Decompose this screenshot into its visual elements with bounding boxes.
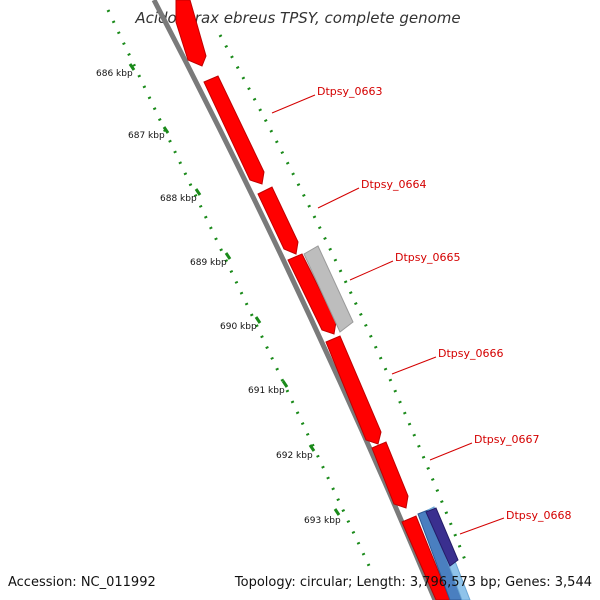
ruler-label: 690 kbp: [220, 322, 257, 332]
ruler-label: 692 kbp: [276, 451, 313, 461]
leader-line: [349, 260, 394, 281]
accession-text: Accession: NC_011992: [8, 575, 156, 590]
genome-backbone: [151, 0, 438, 600]
gene-label[interactable]: Dtpsy_0664: [361, 178, 427, 191]
ruler-label: 693 kbp: [304, 516, 341, 526]
ruler-label: 687 kbp: [128, 131, 165, 141]
cds-arrow: [325, 335, 382, 445]
ruler-ticks: [128, 63, 341, 516]
ruler-label: 689 kbp: [190, 258, 227, 268]
leader-line: [429, 442, 473, 461]
gene-label[interactable]: Dtpsy_0665: [395, 251, 461, 264]
cds-arrow: [401, 515, 451, 600]
cds-arrow: [203, 75, 265, 185]
leader-line: [459, 517, 505, 535]
cds-track: [175, 0, 451, 600]
ruler-tick: [308, 444, 316, 452]
ruler-tick: [128, 63, 136, 71]
leader-line: [317, 187, 360, 209]
ruler-label: 688 kbp: [160, 194, 197, 204]
outer-dotted-track: [218, 34, 467, 561]
ruler-tick: [254, 316, 262, 324]
cds-arrow: [371, 441, 409, 509]
ruler-label: 691 kbp: [248, 386, 285, 396]
cds-arrow: [257, 186, 299, 255]
map-title: Acidovorax ebreus TPSY, complete genome: [134, 9, 460, 27]
gene-label[interactable]: Dtpsy_0668: [506, 509, 572, 522]
genome-summary-text: Topology: circular; Length: 3,796,573 bp…: [234, 575, 592, 590]
gene-label-leaders: [271, 94, 505, 535]
leader-line: [391, 356, 437, 375]
ruler-tick: [333, 508, 341, 516]
gene-label[interactable]: Dtpsy_0667: [474, 433, 540, 446]
ruler-tick: [224, 252, 232, 260]
gray-feature: [303, 245, 354, 333]
ruler-tick: [194, 188, 202, 196]
purple-feature: [425, 507, 459, 567]
ruler-tick: [281, 380, 289, 388]
ruler-label: 686 kbp: [96, 69, 133, 79]
cds-arrow: [175, 0, 207, 67]
ruler-tick: [162, 126, 170, 134]
cds-arrow: [287, 253, 337, 335]
blue-feature: [417, 509, 463, 600]
gene-label[interactable]: Dtpsy_0666: [438, 347, 504, 360]
leader-line: [271, 94, 316, 114]
gene-label[interactable]: Dtpsy_0663: [317, 85, 383, 98]
